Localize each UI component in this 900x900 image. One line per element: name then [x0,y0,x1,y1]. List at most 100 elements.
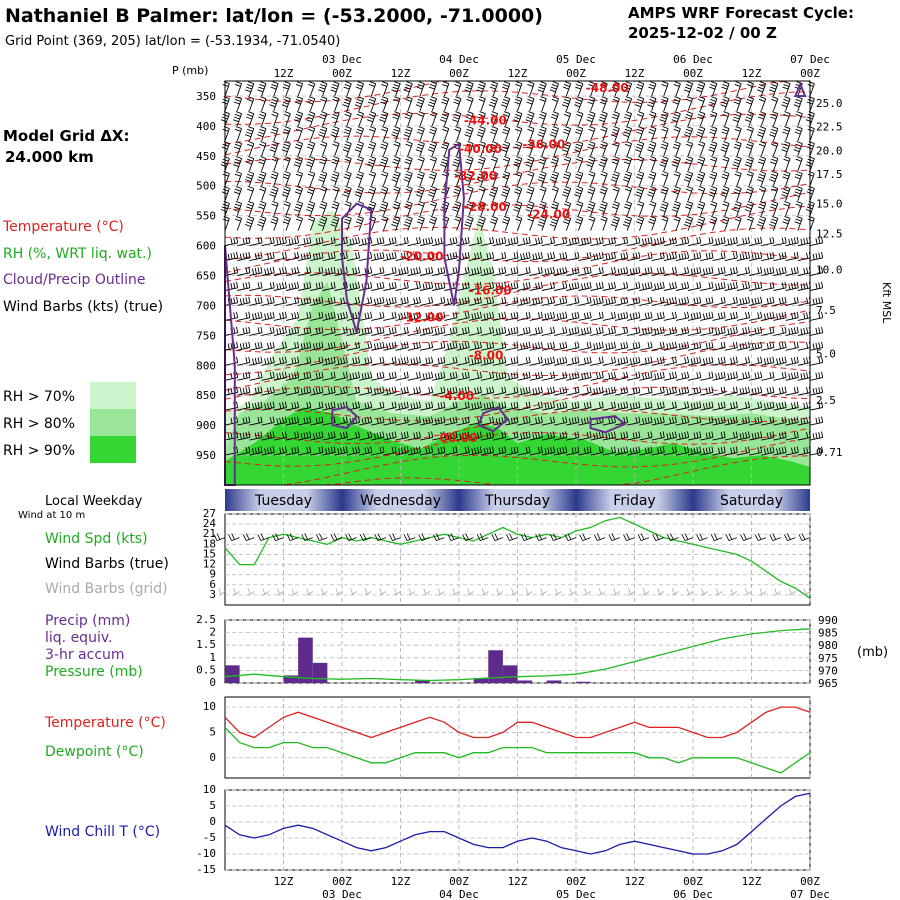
wind-barb [639,386,653,396]
wind-barb [355,171,364,186]
wind-barb [734,215,742,231]
wind-barb [332,96,340,112]
wind-barb [749,386,763,396]
wind-barb [756,126,767,142]
grid-wind-barb [657,588,664,596]
wind-barb [566,266,580,276]
wind-barb [554,341,568,351]
cloud-outline [477,405,510,433]
wind-barb [403,81,413,97]
temperature-contour-label: -40.00 [459,142,502,156]
temp-panel-tick-label: 0 [209,751,216,764]
bottom-date-label: 05 Dec [556,888,596,900]
wind-barb [587,185,596,201]
wind-barb [249,296,263,306]
wind-barb [793,141,803,156]
wind-barb [588,81,596,97]
wind-barb [785,356,799,366]
wind-barb [306,156,316,171]
wind-barb [456,356,470,366]
wind-barb [529,401,543,411]
temperature-contour-label: -32.00 [454,169,497,183]
true-wind-barb [564,533,577,541]
wind-barb [724,386,738,396]
wind-barb [724,236,738,247]
wind-barb [600,81,608,97]
wind-barb [359,356,373,366]
wind-barb [575,81,584,97]
wind-barb [371,326,385,336]
true-wind-barb [579,533,591,541]
wind-barb [298,446,312,456]
wind-barb [675,371,690,381]
wind-barb [237,416,251,426]
wind-barb [614,431,629,441]
wind-barb [295,215,304,231]
wind-barb [672,141,681,156]
wind-barb [395,251,409,262]
wind-barb [709,215,718,231]
wind-barb [505,326,519,336]
wind-barb [221,141,230,156]
wind-barb [566,356,580,366]
grid-wind-barb [496,588,504,596]
precip-panel-tick-label: 2.5 [196,613,216,626]
wind-barb [732,111,742,127]
wind-barb [322,401,336,411]
precip-bar [488,650,503,683]
rh-70-swatch [90,382,136,409]
wind-barb [599,96,608,112]
precip-label-3: 3-hr accum [45,647,125,663]
wind-barb [660,185,669,201]
wind-barb [452,156,462,171]
wind-barb [419,401,434,411]
wind-barb [724,371,738,381]
top-hour-label: 00Z [449,67,469,80]
dewpoint-line [224,726,811,774]
wind-barb [285,251,300,262]
wind-barb [724,251,738,262]
wind-barb [673,126,681,142]
wind-barb [371,311,385,321]
wind-barb [505,446,519,456]
wind-barb [395,356,409,366]
wind-barb [756,81,767,97]
grid-wind-barb [671,588,679,596]
wind-barb [379,156,389,171]
grid-wind-barb [233,588,240,596]
wind-barb [712,446,726,456]
weekday-cell [342,489,459,511]
wind-barb [517,251,531,262]
wind-panel-tick-label: 9 [209,568,216,581]
wind-barb [576,200,584,216]
wind-barb [761,371,775,381]
wind-barb [359,371,373,381]
true-wind-barb [667,533,679,541]
wind-barb [261,326,275,336]
wind-barb [675,356,690,366]
wind-barb [712,341,726,351]
wind-barb [809,266,824,276]
wind-barb [610,215,620,231]
wind-barb [493,251,507,262]
wind-barb [285,386,300,396]
wind-barb [273,236,287,247]
rh-80-swatch [90,409,136,436]
wind-barb [749,401,763,411]
wind-barb [602,386,616,396]
wind-barb [310,446,324,456]
bottom-hour-label: 12Z [391,875,411,888]
wind-barb [405,141,413,156]
wind-barb [541,326,556,336]
wind-barb [477,156,486,171]
wind-barb [249,371,263,381]
wind-barb [392,111,401,127]
wind-barb [246,156,255,171]
wind-barb [371,386,385,396]
wind-barb [404,111,413,127]
true-wind-barb [784,533,796,541]
wind-barb [480,401,495,411]
true-wind-barb [228,533,240,541]
wind-barb [356,111,364,127]
wind-barb [285,416,300,426]
